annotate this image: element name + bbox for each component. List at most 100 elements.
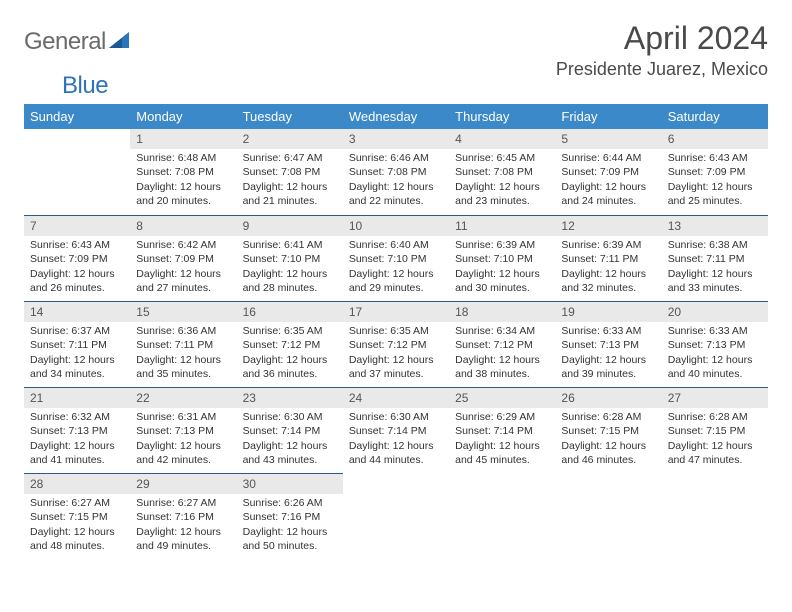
sunrise-line: Sunrise: 6:33 AM (561, 324, 655, 338)
calendar-day-cell: 27Sunrise: 6:28 AMSunset: 7:15 PMDayligh… (662, 387, 768, 473)
sunset-line: Sunset: 7:15 PM (668, 424, 762, 438)
daylight-line: Daylight: 12 hours and 39 minutes. (561, 353, 655, 381)
sunset-line: Sunset: 7:11 PM (668, 252, 762, 266)
daylight-line: Daylight: 12 hours and 22 minutes. (349, 180, 443, 208)
day-number-empty (662, 473, 768, 494)
calendar-day-cell (555, 473, 661, 559)
day-number: 12 (555, 215, 661, 236)
header: General April 2024 Presidente Juarez, Me… (24, 20, 768, 80)
calendar-day-cell: 14Sunrise: 6:37 AMSunset: 7:11 PMDayligh… (24, 301, 130, 387)
day-number: 15 (130, 301, 236, 322)
day-number: 1 (130, 129, 236, 149)
day-details: Sunrise: 6:37 AMSunset: 7:11 PMDaylight:… (24, 322, 130, 385)
calendar-day-cell: 21Sunrise: 6:32 AMSunset: 7:13 PMDayligh… (24, 387, 130, 473)
day-details: Sunrise: 6:33 AMSunset: 7:13 PMDaylight:… (555, 322, 661, 385)
day-number: 13 (662, 215, 768, 236)
daylight-line: Daylight: 12 hours and 42 minutes. (136, 439, 230, 467)
day-details: Sunrise: 6:27 AMSunset: 7:15 PMDaylight:… (24, 494, 130, 557)
day-number-empty (555, 473, 661, 494)
day-details: Sunrise: 6:35 AMSunset: 7:12 PMDaylight:… (343, 322, 449, 385)
daylight-line: Daylight: 12 hours and 50 minutes. (243, 525, 337, 553)
day-details: Sunrise: 6:33 AMSunset: 7:13 PMDaylight:… (662, 322, 768, 385)
day-number: 7 (24, 215, 130, 236)
day-number: 18 (449, 301, 555, 322)
sunset-line: Sunset: 7:16 PM (136, 510, 230, 524)
calendar-week-row: 28Sunrise: 6:27 AMSunset: 7:15 PMDayligh… (24, 473, 768, 559)
sunset-line: Sunset: 7:12 PM (349, 338, 443, 352)
day-details: Sunrise: 6:31 AMSunset: 7:13 PMDaylight:… (130, 408, 236, 471)
weekday-header: Wednesday (343, 104, 449, 129)
daylight-line: Daylight: 12 hours and 29 minutes. (349, 267, 443, 295)
calendar-day-cell: 13Sunrise: 6:38 AMSunset: 7:11 PMDayligh… (662, 215, 768, 301)
daylight-line: Daylight: 12 hours and 30 minutes. (455, 267, 549, 295)
calendar-week-row: 21Sunrise: 6:32 AMSunset: 7:13 PMDayligh… (24, 387, 768, 473)
day-number: 14 (24, 301, 130, 322)
day-details: Sunrise: 6:38 AMSunset: 7:11 PMDaylight:… (662, 236, 768, 299)
calendar-day-cell: 25Sunrise: 6:29 AMSunset: 7:14 PMDayligh… (449, 387, 555, 473)
day-details: Sunrise: 6:30 AMSunset: 7:14 PMDaylight:… (237, 408, 343, 471)
sunrise-line: Sunrise: 6:31 AM (136, 410, 230, 424)
calendar-day-cell: 7Sunrise: 6:43 AMSunset: 7:09 PMDaylight… (24, 215, 130, 301)
sunrise-line: Sunrise: 6:43 AM (668, 151, 762, 165)
sunset-line: Sunset: 7:14 PM (243, 424, 337, 438)
calendar-week-row: 1Sunrise: 6:48 AMSunset: 7:08 PMDaylight… (24, 129, 768, 215)
day-details: Sunrise: 6:27 AMSunset: 7:16 PMDaylight:… (130, 494, 236, 557)
sunrise-line: Sunrise: 6:35 AM (243, 324, 337, 338)
location-label: Presidente Juarez, Mexico (556, 59, 768, 80)
sunset-line: Sunset: 7:12 PM (455, 338, 549, 352)
daylight-line: Daylight: 12 hours and 47 minutes. (668, 439, 762, 467)
sunset-line: Sunset: 7:12 PM (243, 338, 337, 352)
sunrise-line: Sunrise: 6:28 AM (668, 410, 762, 424)
daylight-line: Daylight: 12 hours and 41 minutes. (30, 439, 124, 467)
daylight-line: Daylight: 12 hours and 33 minutes. (668, 267, 762, 295)
calendar-day-cell: 18Sunrise: 6:34 AMSunset: 7:12 PMDayligh… (449, 301, 555, 387)
daylight-line: Daylight: 12 hours and 44 minutes. (349, 439, 443, 467)
weekday-header: Friday (555, 104, 661, 129)
title-block: April 2024 Presidente Juarez, Mexico (556, 20, 768, 80)
daylight-line: Daylight: 12 hours and 25 minutes. (668, 180, 762, 208)
calendar-day-cell: 24Sunrise: 6:30 AMSunset: 7:14 PMDayligh… (343, 387, 449, 473)
day-number: 22 (130, 387, 236, 408)
sunrise-line: Sunrise: 6:27 AM (30, 496, 124, 510)
sunrise-line: Sunrise: 6:29 AM (455, 410, 549, 424)
sunrise-line: Sunrise: 6:34 AM (455, 324, 549, 338)
sunrise-line: Sunrise: 6:38 AM (668, 238, 762, 252)
sunrise-line: Sunrise: 6:42 AM (136, 238, 230, 252)
day-details: Sunrise: 6:42 AMSunset: 7:09 PMDaylight:… (130, 236, 236, 299)
sunrise-line: Sunrise: 6:46 AM (349, 151, 443, 165)
month-title: April 2024 (556, 20, 768, 57)
daylight-line: Daylight: 12 hours and 48 minutes. (30, 525, 124, 553)
day-number: 11 (449, 215, 555, 236)
sunset-line: Sunset: 7:08 PM (136, 165, 230, 179)
weekday-header: Thursday (449, 104, 555, 129)
day-number: 8 (130, 215, 236, 236)
sunrise-line: Sunrise: 6:41 AM (243, 238, 337, 252)
sunset-line: Sunset: 7:11 PM (561, 252, 655, 266)
brand-text-general: General (24, 28, 106, 56)
weekday-header: Tuesday (237, 104, 343, 129)
sunset-line: Sunset: 7:09 PM (668, 165, 762, 179)
day-number: 21 (24, 387, 130, 408)
daylight-line: Daylight: 12 hours and 20 minutes. (136, 180, 230, 208)
calendar-day-cell: 29Sunrise: 6:27 AMSunset: 7:16 PMDayligh… (130, 473, 236, 559)
day-number: 16 (237, 301, 343, 322)
calendar-day-cell: 12Sunrise: 6:39 AMSunset: 7:11 PMDayligh… (555, 215, 661, 301)
day-number: 29 (130, 473, 236, 494)
sunset-line: Sunset: 7:08 PM (455, 165, 549, 179)
daylight-line: Daylight: 12 hours and 43 minutes. (243, 439, 337, 467)
daylight-line: Daylight: 12 hours and 46 minutes. (561, 439, 655, 467)
daylight-line: Daylight: 12 hours and 26 minutes. (30, 267, 124, 295)
calendar-day-cell: 17Sunrise: 6:35 AMSunset: 7:12 PMDayligh… (343, 301, 449, 387)
weekday-header-row: SundayMondayTuesdayWednesdayThursdayFrid… (24, 104, 768, 129)
sunrise-line: Sunrise: 6:39 AM (455, 238, 549, 252)
brand-logo: General (24, 20, 132, 56)
day-number: 24 (343, 387, 449, 408)
day-details: Sunrise: 6:34 AMSunset: 7:12 PMDaylight:… (449, 322, 555, 385)
daylight-line: Daylight: 12 hours and 45 minutes. (455, 439, 549, 467)
day-details: Sunrise: 6:30 AMSunset: 7:14 PMDaylight:… (343, 408, 449, 471)
sunset-line: Sunset: 7:11 PM (30, 338, 124, 352)
day-number: 19 (555, 301, 661, 322)
daylight-line: Daylight: 12 hours and 35 minutes. (136, 353, 230, 381)
triangle-icon (108, 30, 130, 55)
sunrise-line: Sunrise: 6:36 AM (136, 324, 230, 338)
